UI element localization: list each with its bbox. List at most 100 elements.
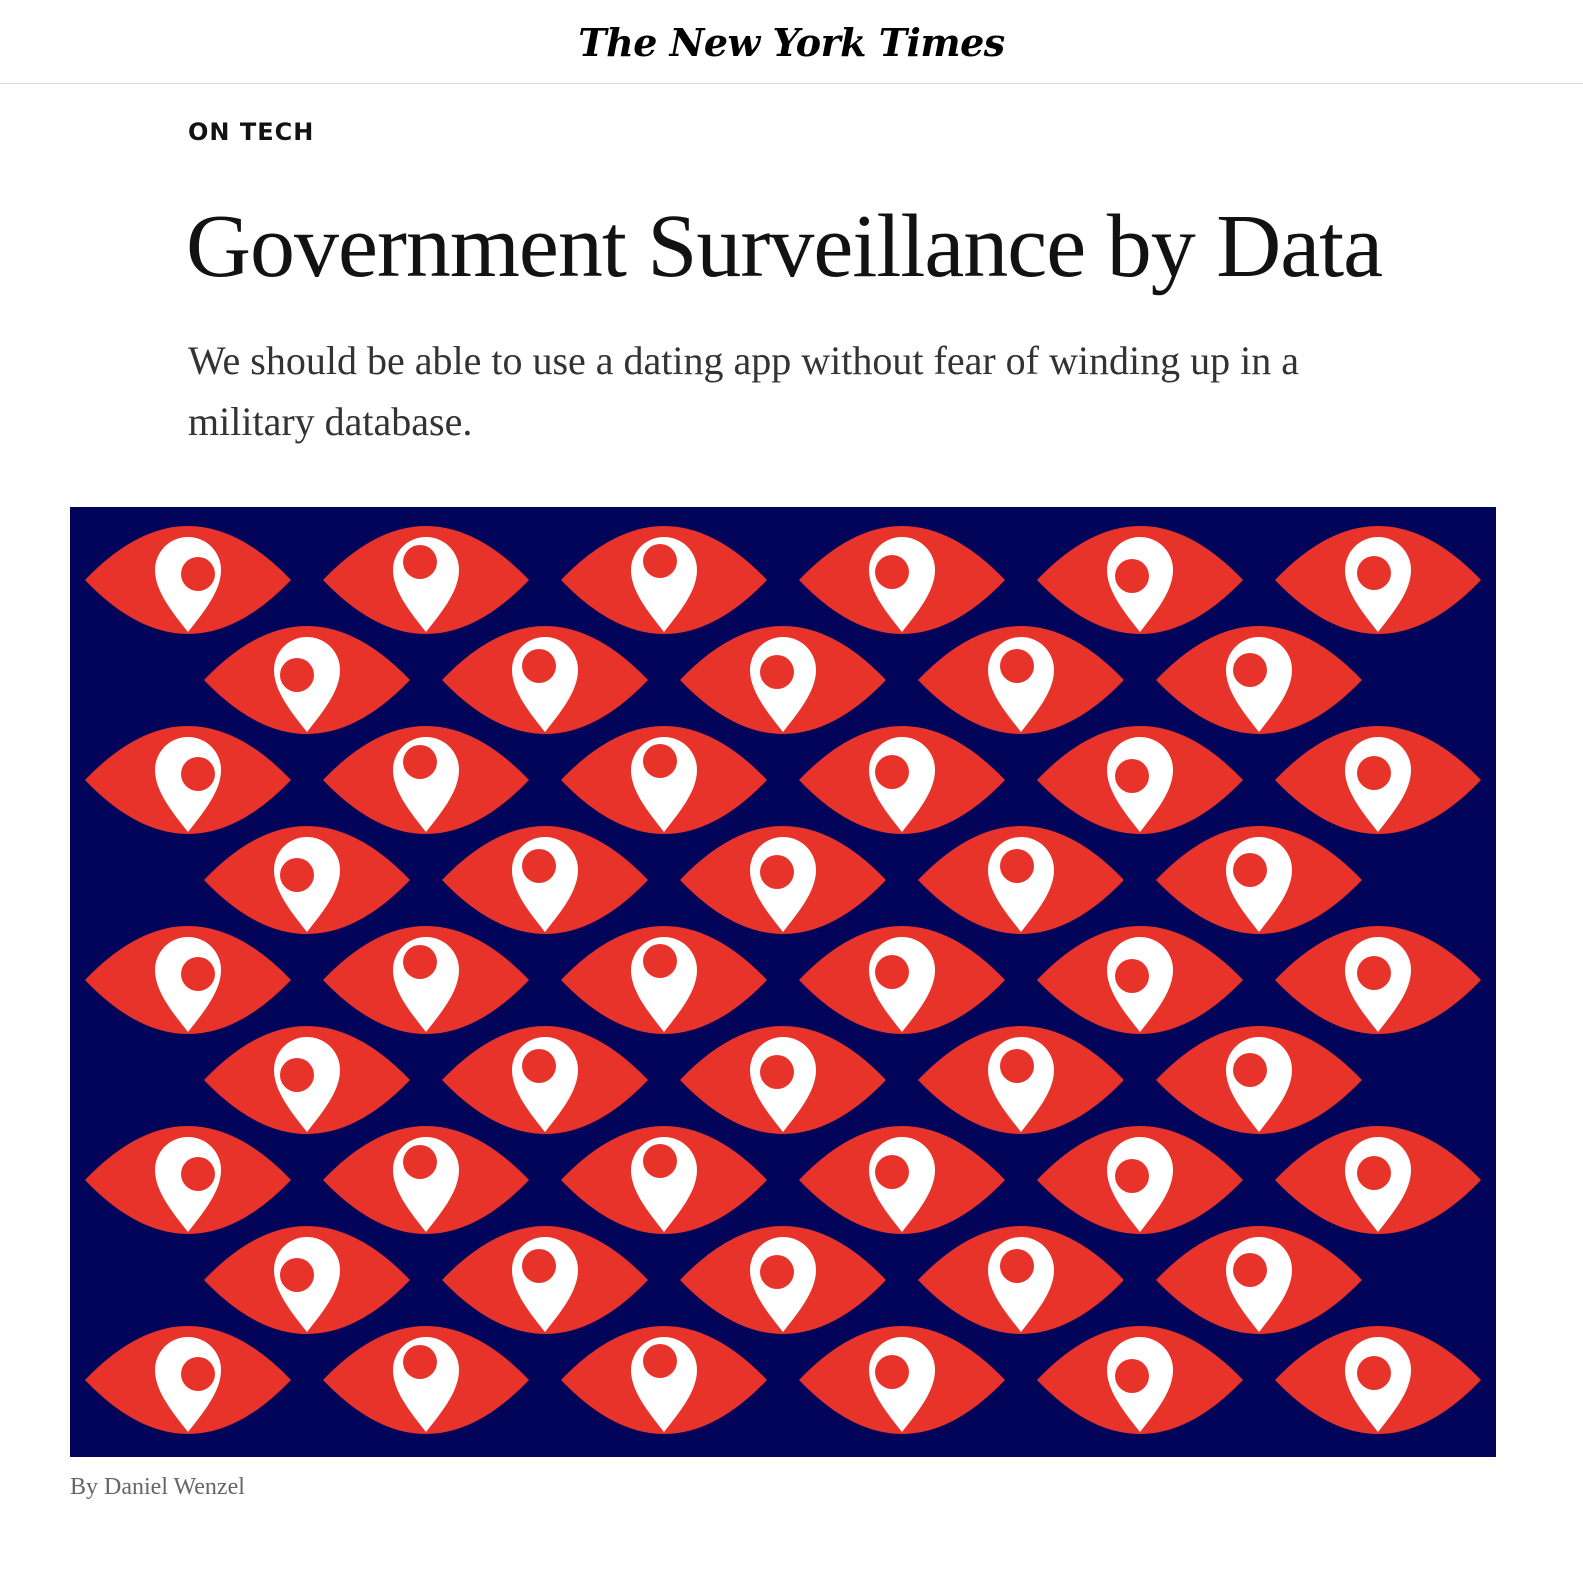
eye-icon	[323, 926, 529, 1034]
pupil-dot	[875, 555, 909, 589]
eye-icon	[85, 726, 291, 834]
eye-icon	[680, 1026, 886, 1134]
pupil-dot	[1115, 759, 1149, 793]
pupil-dot	[280, 1258, 314, 1292]
eye-icon	[1275, 1326, 1481, 1434]
pupil-dot	[403, 745, 437, 779]
eye-icon	[1037, 526, 1243, 634]
eye-icon	[799, 1126, 1005, 1234]
pupil-dot	[1000, 849, 1034, 883]
pupil-dot	[1357, 756, 1391, 790]
pupil-dot	[1115, 1359, 1149, 1393]
eye-icon	[1275, 526, 1481, 634]
pupil-dot	[1115, 1159, 1149, 1193]
eye-icon	[85, 526, 291, 634]
pupil-dot	[875, 955, 909, 989]
pupil-dot	[1233, 653, 1267, 687]
eye-icon	[680, 1226, 886, 1334]
article-summary: We should be able to use a dating app wi…	[188, 338, 1299, 444]
eye-icon	[799, 526, 1005, 634]
pupil-dot	[181, 957, 215, 991]
eye-icon	[561, 1326, 767, 1434]
pupil-dot	[280, 858, 314, 892]
eye-icon	[918, 1226, 1124, 1334]
pupil-dot	[522, 1049, 556, 1083]
eye-icon	[85, 926, 291, 1034]
pupil-dot	[643, 544, 677, 578]
pupil-dot	[181, 1357, 215, 1391]
eye-icon	[561, 526, 767, 634]
eye-icon	[1156, 826, 1362, 934]
pupil-dot	[643, 944, 677, 978]
pupil-dot	[1115, 959, 1149, 993]
eye-icon	[680, 626, 886, 734]
eye-icon	[323, 1126, 529, 1234]
pupil-dot	[1000, 1049, 1034, 1083]
nyt-logo[interactable]: The New York Times	[578, 19, 1005, 65]
pupil-dot	[181, 1157, 215, 1191]
pupil-dot	[1233, 853, 1267, 887]
eye-icon	[442, 826, 648, 934]
pupil-dot	[1000, 1249, 1034, 1283]
pupil-dot	[1233, 1253, 1267, 1287]
eye-icon	[442, 1026, 648, 1134]
pupil-dot	[1115, 559, 1149, 593]
eye-icon	[1275, 1126, 1481, 1234]
pupil-dot	[643, 744, 677, 778]
pupil-dot	[1357, 1356, 1391, 1390]
eye-icon	[1037, 726, 1243, 834]
eye-icon	[323, 726, 529, 834]
eye-icon	[918, 826, 1124, 934]
eye-icon	[1156, 1026, 1362, 1134]
pupil-dot	[181, 757, 215, 791]
eye-icon	[1037, 1326, 1243, 1434]
pupil-dot	[875, 1355, 909, 1389]
eye-icon	[442, 626, 648, 734]
eye-icon	[323, 526, 529, 634]
eye-icon	[442, 1226, 648, 1334]
eye-icon	[918, 1026, 1124, 1134]
eye-icon	[561, 726, 767, 834]
article-byline: By Daniel Wenzel	[70, 1474, 245, 1500]
pupil-dot	[1357, 956, 1391, 990]
pupil-dot	[1357, 556, 1391, 590]
eye-icon	[1156, 626, 1362, 734]
pupil-dot	[280, 1058, 314, 1092]
pupil-dot	[643, 1344, 677, 1378]
eye-icon	[918, 626, 1124, 734]
eye-icon	[1275, 926, 1481, 1034]
article-illustration	[70, 507, 1496, 1457]
eye-icon	[680, 826, 886, 934]
pupil-dot	[1233, 1053, 1267, 1087]
masthead: The New York Times	[0, 0, 1583, 84]
pupil-dot	[760, 1055, 794, 1089]
pupil-dot	[875, 755, 909, 789]
eye-icon	[204, 626, 410, 734]
pupil-dot	[1357, 1156, 1391, 1190]
eye-icon	[204, 826, 410, 934]
pupil-dot	[403, 1345, 437, 1379]
eye-icon	[1037, 1126, 1243, 1234]
pupil-dot	[181, 557, 215, 591]
pupil-dot	[760, 655, 794, 689]
eye-icon	[799, 1326, 1005, 1434]
pupil-dot	[403, 945, 437, 979]
eye-icon	[1037, 926, 1243, 1034]
eye-icon	[1275, 726, 1481, 834]
pupil-dot	[643, 1144, 677, 1178]
pupil-dot	[760, 1255, 794, 1289]
pupil-dot	[875, 1155, 909, 1189]
pupil-dot	[403, 545, 437, 579]
pupil-dot	[280, 658, 314, 692]
section-kicker[interactable]: ON TECH	[188, 118, 315, 146]
eye-icon	[204, 1026, 410, 1134]
eye-icon	[799, 726, 1005, 834]
pupil-dot	[1000, 649, 1034, 683]
pupil-dot	[522, 1249, 556, 1283]
eye-icon	[561, 1126, 767, 1234]
eye-icon	[1156, 1226, 1362, 1334]
pupil-dot	[403, 1145, 437, 1179]
eye-icon	[799, 926, 1005, 1034]
pupil-dot	[522, 649, 556, 683]
eye-icon	[204, 1226, 410, 1334]
